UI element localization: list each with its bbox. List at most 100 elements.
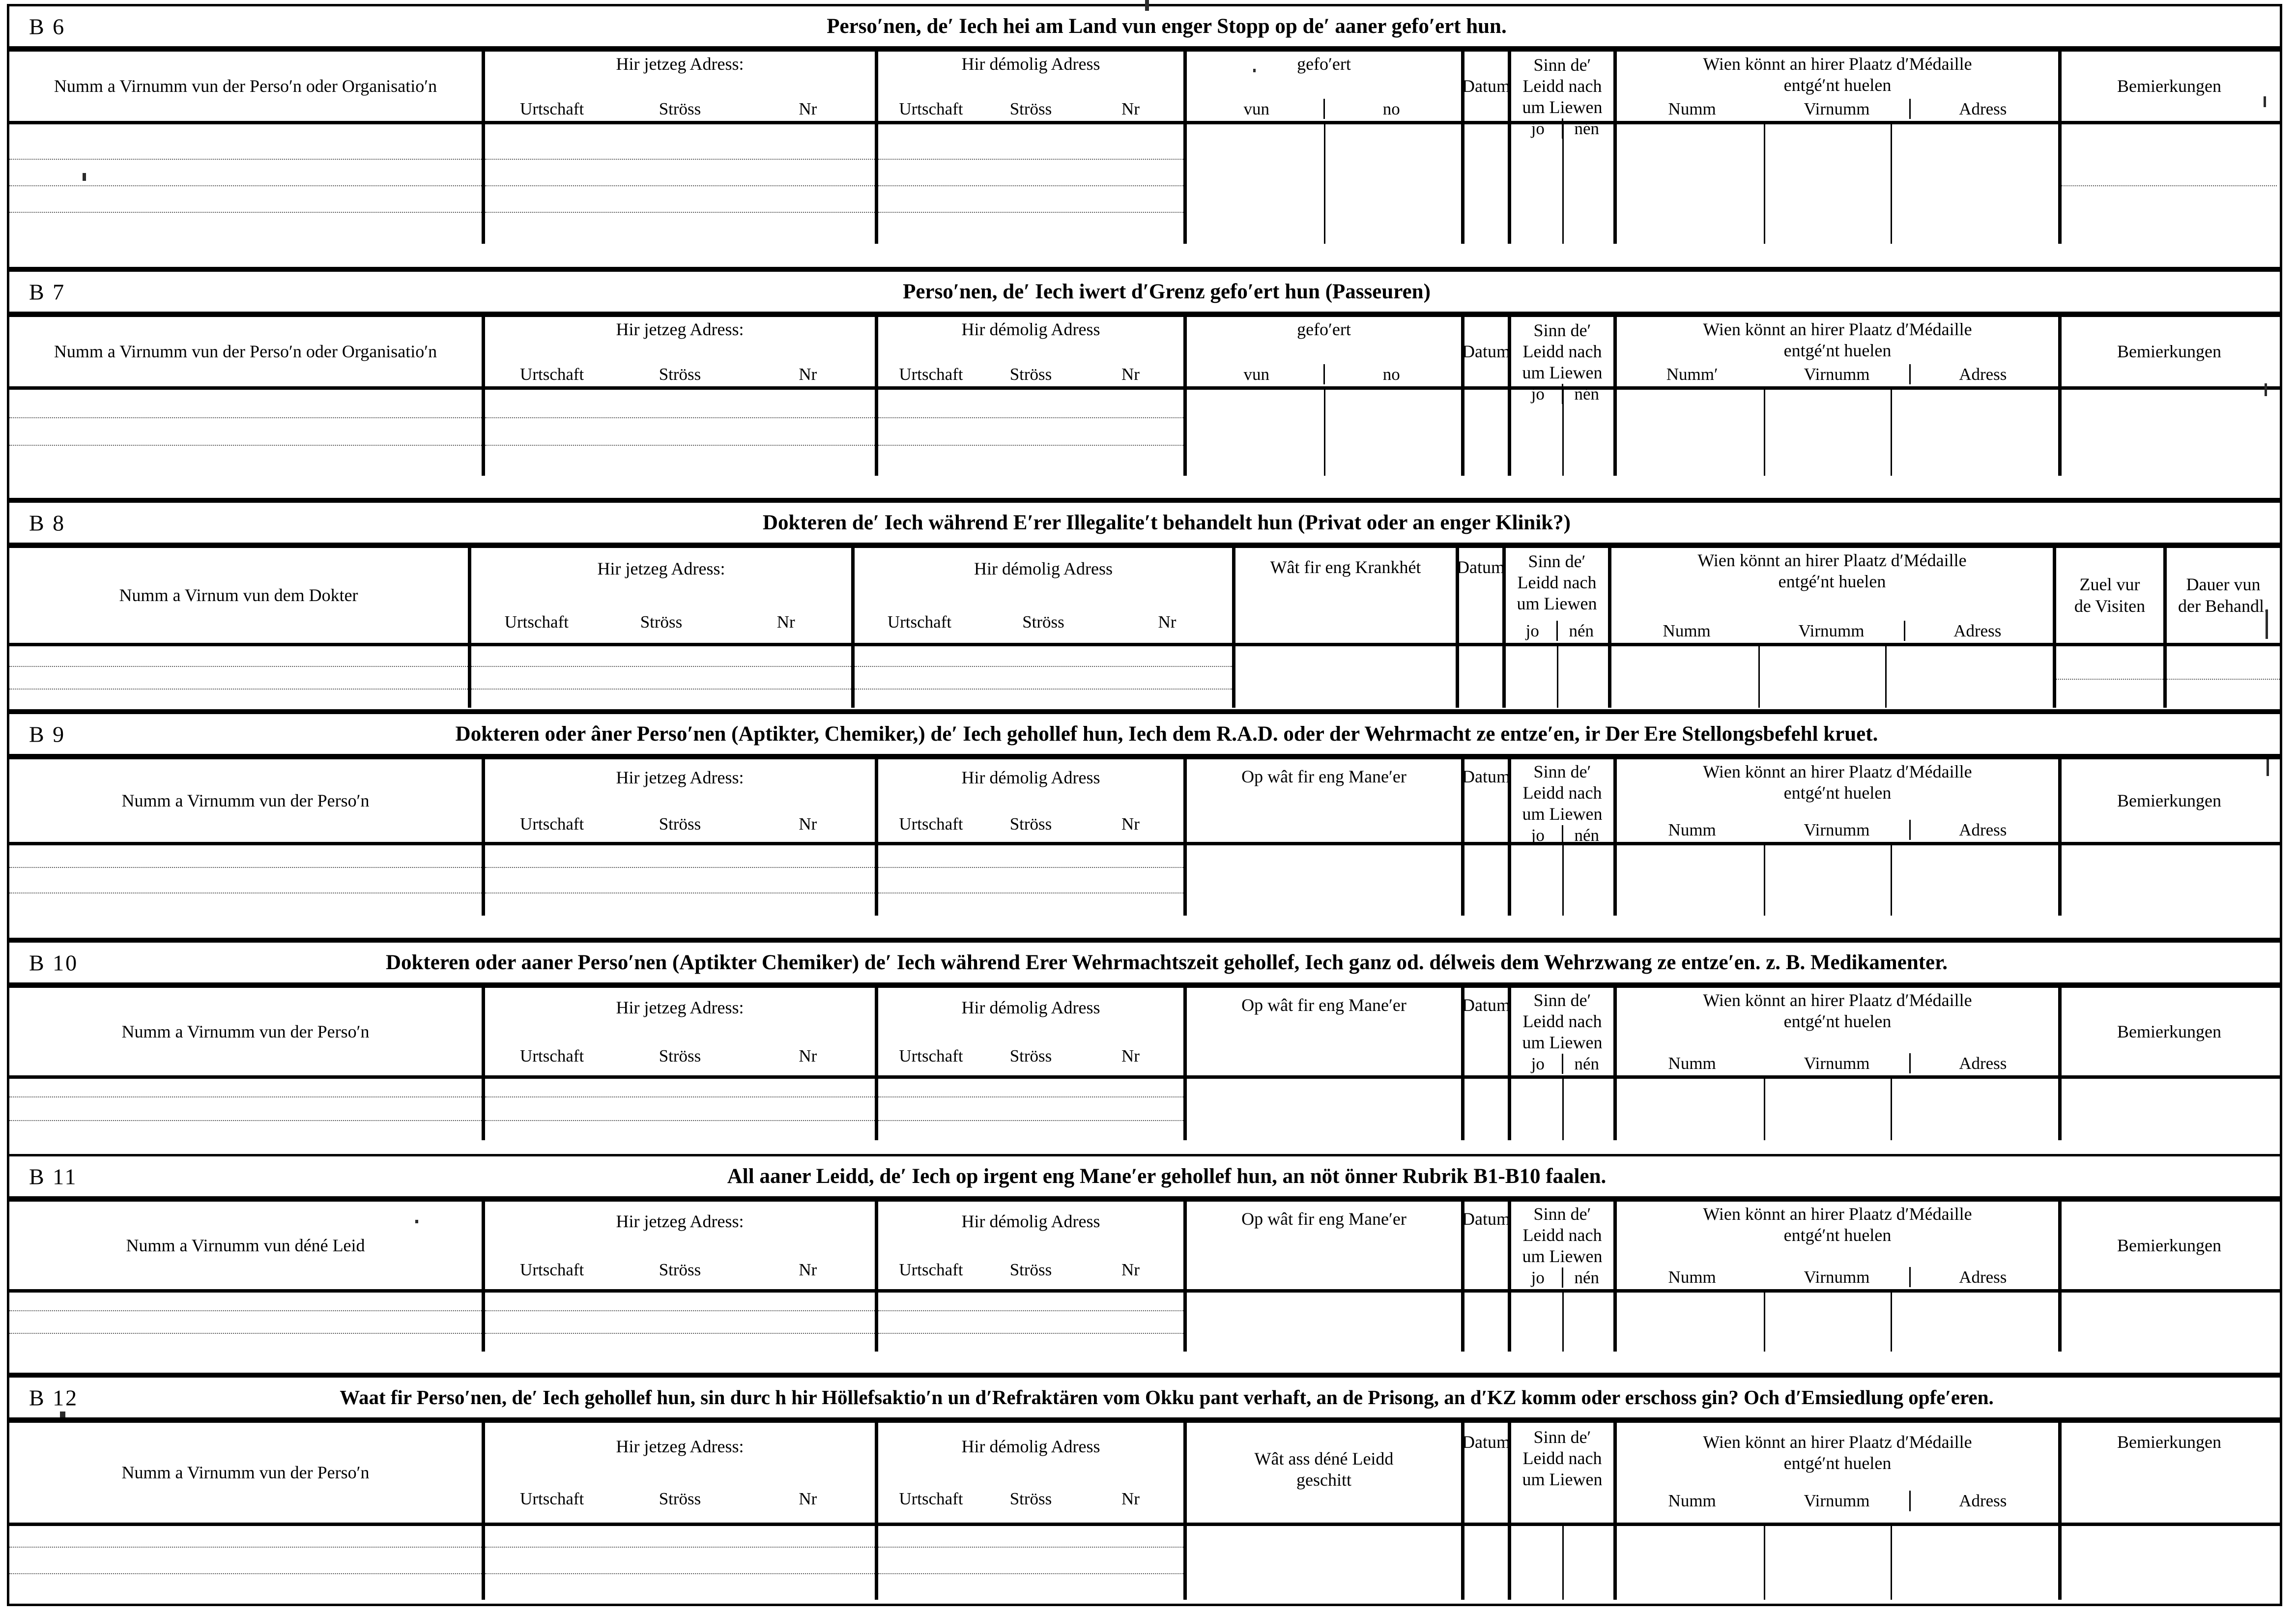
b11-body-medal[interactable]: [1617, 1293, 2062, 1352]
section-b7-body-row[interactable]: [9, 390, 2280, 476]
b9-body-datum[interactable]: [1464, 845, 1511, 916]
b12-body-name[interactable]: [9, 1526, 485, 1600]
b11-body-remarks[interactable]: [2062, 1293, 2277, 1352]
b6-col-former-address-header: Hir démolig Adress Urtschaft Ströss Nr: [878, 52, 1187, 121]
b12-body-remarks[interactable]: [2062, 1526, 2277, 1600]
scan-speck-top-center: [1145, 0, 1149, 11]
b9-body-name[interactable]: [9, 845, 485, 916]
b6-body-gefoert[interactable]: [1187, 124, 1464, 244]
b9-col-name-label: Numm a Virnumm vun der Perso′n: [121, 790, 370, 810]
section-b6-header-row: Numm a Virnumm vun der Perso′n oder Orga…: [9, 52, 2280, 139]
b10-body-datum[interactable]: [1464, 1079, 1511, 1140]
section-b6-body-row[interactable]: [9, 124, 2280, 244]
b12-body-datum[interactable]: [1464, 1526, 1511, 1600]
b7-body-alive[interactable]: [1511, 390, 1617, 476]
b8-body-alive[interactable]: [1506, 646, 1611, 708]
b7-body-remarks[interactable]: [2062, 390, 2277, 476]
b10-body-former-address[interactable]: [878, 1079, 1187, 1140]
b8-former-address-caption: Hir démolig Adress: [974, 559, 1113, 579]
b8-body-current-address[interactable]: [471, 646, 855, 708]
b12-col-remarks-header: Bemierkungen: [2062, 1423, 2277, 1523]
b12-body-former-address[interactable]: [878, 1526, 1187, 1600]
b11-body-former-address[interactable]: [878, 1293, 1187, 1352]
b10-body-remarks[interactable]: [2062, 1079, 2277, 1140]
b7-medal-virnumm: Virnumm: [1804, 364, 1870, 384]
b7-former-stross: Ströss: [1009, 364, 1052, 384]
b9-body-remarks[interactable]: [2062, 845, 2277, 916]
b8-body-medal[interactable]: [1611, 646, 2056, 708]
b9-body-former-address[interactable]: [878, 845, 1187, 916]
b10-body-name[interactable]: [9, 1079, 485, 1140]
b11-body-current-address[interactable]: [485, 1293, 878, 1352]
b9-body-manner[interactable]: [1187, 845, 1464, 916]
b10-body-alive[interactable]: [1511, 1079, 1617, 1140]
b6-body-remarks[interactable]: [2062, 124, 2277, 244]
section-b8-code: B 8: [29, 510, 66, 535]
b11-alive-subrow: jo nén: [1514, 1267, 1610, 1288]
b9-current-address-caption: Hir jetzeg Adress:: [616, 767, 744, 787]
b7-medal-caption-l2: entgé′nt huelen: [1783, 341, 1892, 361]
b11-alive-jo: jo: [1531, 1267, 1545, 1287]
b7-gefoert-vun: vun: [1243, 364, 1270, 384]
section-b9-body-row[interactable]: [9, 845, 2280, 916]
b6-medal-subrow: Numm Virnumm Adress: [1620, 98, 2055, 119]
b9-medal-numm: Numm: [1668, 820, 1716, 839]
b8-body-former-address[interactable]: [855, 646, 1235, 708]
b8-body-illness[interactable]: [1235, 646, 1459, 708]
b12-body-current-address[interactable]: [485, 1526, 878, 1600]
b7-body-current-address[interactable]: [485, 390, 878, 476]
section-b11: B 11 All aaner Leidd, de′ Iech op irgent…: [7, 1154, 2282, 1375]
b9-body-medal[interactable]: [1617, 845, 2062, 916]
b9-current-address-subrow: Urtschaft Ströss Nr: [488, 814, 872, 834]
b6-medal-caption-l1: Wien könnt an hirer Plaatz d′Médaille: [1703, 54, 1972, 74]
b11-body-datum[interactable]: [1464, 1293, 1511, 1352]
b9-body-current-address[interactable]: [485, 845, 878, 916]
b6-body-current-address[interactable]: [485, 124, 878, 244]
b10-body-current-address[interactable]: [485, 1079, 878, 1140]
b8-treatment-duration-l2: der Behandl.: [2178, 596, 2268, 616]
section-b7-title-row: B 7 Perso′nen, de′ Iech iwert d′Grenz ge…: [9, 272, 2280, 317]
b7-body-medal[interactable]: [1617, 390, 2062, 476]
b11-body-alive[interactable]: [1511, 1293, 1617, 1352]
b12-medal-caption-l2: entgé′nt huelen: [1783, 1453, 1892, 1473]
b8-body-visit-count[interactable]: [2056, 646, 2167, 708]
b9-medal-adress: Adress: [1909, 819, 2055, 840]
b12-medal-caption-l1: Wien könnt an hirer Plaatz d′Médaille: [1703, 1432, 1972, 1452]
b9-body-alive[interactable]: [1511, 845, 1617, 916]
b8-body-datum[interactable]: [1459, 646, 1506, 708]
b6-body-datum[interactable]: [1464, 124, 1511, 244]
section-b11-code: B 11: [29, 1164, 78, 1189]
b12-body-fate[interactable]: [1187, 1526, 1464, 1600]
section-b12-body-row[interactable]: [9, 1526, 2280, 1600]
b11-body-manner[interactable]: [1187, 1293, 1464, 1352]
b7-col-name-header: Numm a Virnumm vun der Perso′n oder Orga…: [9, 317, 485, 386]
b9-medal-virnumm: Virnumm: [1804, 820, 1870, 839]
b10-body-medal[interactable]: [1617, 1079, 2062, 1140]
b8-body-name[interactable]: [9, 646, 471, 708]
b12-col-medal-header: Wien könnt an hirer Plaatz d′Médaille en…: [1617, 1423, 2062, 1523]
b6-former-address-caption: Hir démolig Adress: [961, 54, 1100, 74]
b7-body-gefoert[interactable]: [1187, 390, 1464, 476]
b6-body-former-address[interactable]: [878, 124, 1187, 244]
b12-col-former-address-header: Hir démolig Adress Urtschaft Ströss Nr: [878, 1423, 1187, 1523]
b7-body-datum[interactable]: [1464, 390, 1511, 476]
b12-fate-caption-l2: geschitt: [1296, 1470, 1351, 1490]
section-b8-body-row[interactable]: [9, 646, 2280, 708]
b8-alive-caption-l1: Sinn de′: [1528, 551, 1586, 571]
b11-medal-caption-l1: Wien könnt an hirer Plaatz d′Médaille: [1703, 1204, 1972, 1224]
b7-body-former-address[interactable]: [878, 390, 1187, 476]
b6-body-medal[interactable]: [1617, 124, 2062, 244]
section-b11-body-row[interactable]: [9, 1293, 2280, 1352]
b6-body-alive[interactable]: [1511, 124, 1617, 244]
b12-body-alive[interactable]: [1511, 1526, 1617, 1600]
b6-body-name[interactable]: [9, 124, 485, 244]
b6-col-datum-header: Datum: [1462, 52, 1511, 121]
b7-col-name-label: Numm a Virnumm vun der Perso′n oder Orga…: [54, 342, 437, 361]
b11-body-name[interactable]: [9, 1293, 485, 1352]
section-b10-body-row[interactable]: [9, 1079, 2280, 1140]
b10-body-manner[interactable]: [1187, 1079, 1464, 1140]
b7-body-name[interactable]: [9, 390, 485, 476]
b12-body-medal[interactable]: [1617, 1526, 2062, 1600]
b8-body-treatment-duration[interactable]: [2167, 646, 2280, 708]
